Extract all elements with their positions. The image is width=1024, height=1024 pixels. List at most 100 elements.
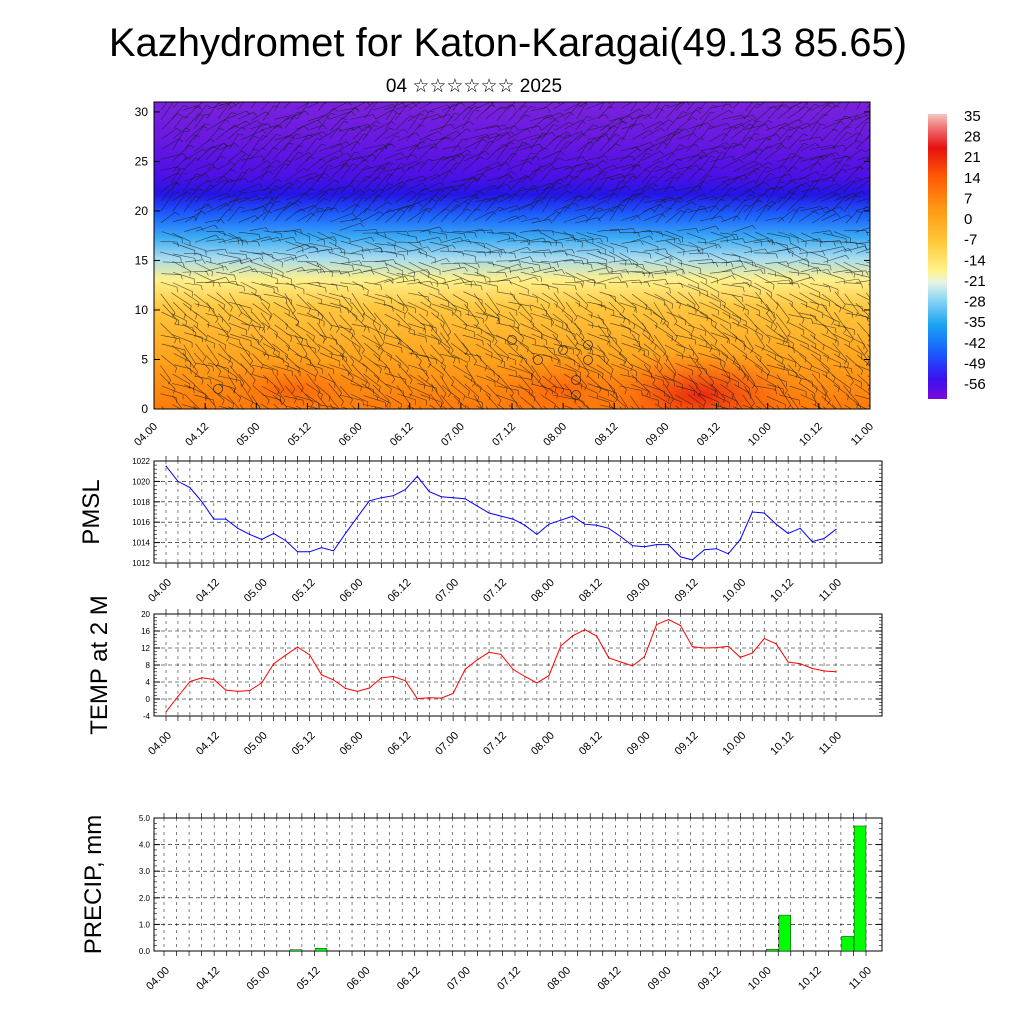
data-point (476, 505, 478, 507)
wind-barb-flag (408, 327, 411, 333)
wind-barb-flag (245, 239, 249, 245)
wind-barb (184, 282, 202, 286)
wind-barb (453, 194, 476, 201)
wind-barb (306, 343, 321, 361)
wind-barb-flag (869, 179, 870, 181)
wind-barb (800, 394, 816, 402)
wind-barb-flag (238, 133, 244, 136)
wind-barb (431, 282, 448, 285)
wind-barb (619, 313, 636, 325)
wind-barb-flag (811, 319, 813, 325)
wind-barb-flag (483, 243, 486, 249)
wind-barb-flag (257, 241, 260, 247)
wind-barb (261, 386, 281, 397)
wind-barb-flag (366, 165, 372, 169)
wind-barb (205, 248, 226, 252)
wind-barb (362, 125, 374, 141)
x-tick-label: 06.12 (385, 730, 413, 758)
wind-barb-flag (372, 114, 377, 119)
wind-barb-flag (682, 111, 688, 114)
data-point (500, 653, 502, 655)
wind-barb-flag (559, 157, 565, 161)
wind-barb-flag (659, 151, 664, 155)
wind-barb (552, 283, 575, 286)
wind-barb (496, 105, 514, 110)
wind-barb-flag (613, 90, 618, 91)
wind-barb (731, 321, 748, 330)
wind-barb-flag (675, 271, 679, 277)
wind-barb-flag (873, 306, 876, 310)
wind-barb (855, 262, 870, 267)
wind-barb (688, 271, 707, 280)
wind-barb-flag (295, 133, 301, 136)
wind-barb (519, 312, 535, 325)
wind-barb-flag (877, 279, 878, 284)
wind-barb (731, 343, 748, 356)
data-point (643, 546, 646, 548)
wind-barb-flag (262, 135, 268, 138)
wind-barb (193, 352, 210, 370)
wind-barb (831, 404, 837, 409)
wind-barb (385, 263, 403, 272)
wind-barb-flag (528, 143, 532, 149)
wind-barb (508, 187, 522, 202)
wind-barb (698, 205, 716, 211)
wind-barb (687, 394, 705, 407)
wind-barb (596, 251, 615, 258)
wind-barb-flag (850, 381, 854, 386)
wind-barb (475, 102, 491, 110)
wind-barb-flag (258, 234, 261, 240)
wind-barb (742, 281, 761, 291)
wind-barb (252, 303, 271, 317)
wind-barb-flag (390, 298, 392, 304)
wind-barb-flag (815, 171, 820, 176)
wind-barb (765, 279, 790, 283)
x-tick-label: 04.12 (194, 730, 222, 758)
wind-barb-flag (481, 411, 484, 415)
wind-barb (846, 374, 862, 383)
wind-barb (395, 262, 415, 272)
wind-barb-flag (814, 211, 819, 215)
wind-barb (777, 209, 794, 223)
wind-barb (531, 293, 550, 304)
wind-barb (439, 293, 457, 309)
wind-barb (800, 303, 823, 314)
wind-barb (285, 302, 299, 323)
data-point (297, 551, 299, 553)
wind-barb (171, 168, 181, 183)
wind-barb (654, 119, 670, 130)
wind-barb-flag (887, 325, 888, 330)
wind-barb (845, 210, 858, 224)
wind-barb (408, 113, 420, 131)
wind-barb (855, 364, 870, 371)
wind-barb-flag (877, 374, 880, 378)
wind-barb (631, 114, 649, 120)
wind-barb (363, 120, 377, 132)
wind-barb (777, 246, 799, 252)
wind-barb-flag (611, 369, 614, 375)
wind-barb (385, 294, 405, 307)
wind-barb (540, 303, 555, 323)
data-point (536, 533, 538, 536)
wind-barb-flag (299, 229, 303, 234)
wind-barb (238, 183, 259, 193)
wind-barb-flag (820, 123, 826, 126)
wind-barb (476, 141, 490, 161)
wind-barb (419, 131, 439, 141)
wind-barb (755, 355, 770, 372)
wind-barb-flag (205, 105, 211, 107)
wind-barb (844, 191, 863, 202)
wind-barb-flag (827, 269, 831, 275)
wind-barb (564, 119, 582, 130)
wind-barb (339, 127, 351, 142)
wind-barb (599, 334, 616, 339)
wind-barb (608, 259, 630, 263)
wind-barb (775, 242, 794, 253)
wind-barb (553, 121, 570, 131)
wind-barb (531, 261, 550, 264)
wind-barb (497, 176, 509, 191)
wind-barb (834, 304, 853, 314)
wind-barb-flag (485, 197, 491, 200)
wind-barb (542, 354, 561, 361)
wind-barb-flag (790, 126, 796, 130)
